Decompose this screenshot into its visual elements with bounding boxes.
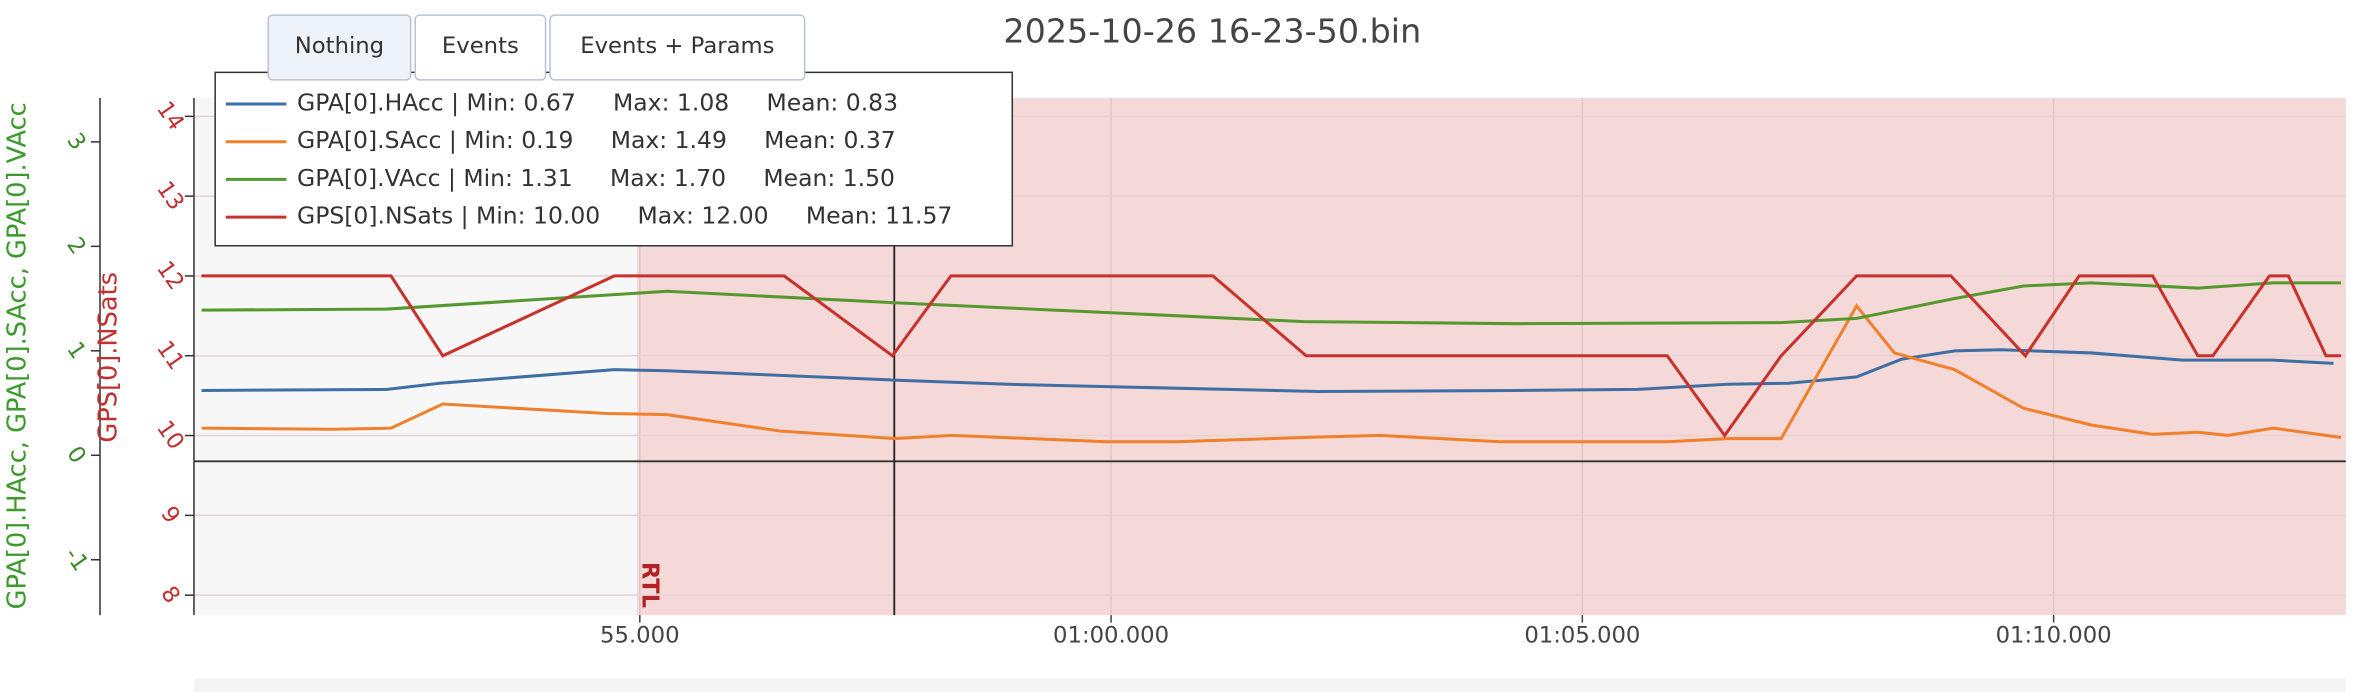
series-line — [201, 274, 2342, 439]
button-label: Events + Params — [580, 33, 774, 59]
y-tick-label: 1 — [61, 337, 91, 364]
legend-label: GPA[0].HAcc | Min: 0.67 Max: 1.08 Mean: … — [297, 89, 898, 117]
x-tick-label: 01:10.000 — [1996, 623, 2112, 649]
y2-tick-label: 14 — [151, 97, 189, 135]
x-tick-label: 55.000 — [600, 623, 679, 649]
button-label: Events — [442, 33, 519, 59]
button-bg — [549, 14, 806, 81]
button-bg — [267, 14, 412, 81]
x-tick-label: 01:05.000 — [1524, 623, 1640, 649]
legend-label: GPA[0].SAcc | Min: 0.19 Max: 1.49 Mean: … — [297, 126, 896, 154]
legend-box — [214, 71, 1014, 247]
button-bg — [414, 14, 547, 81]
y2-tick-label: 8 — [155, 582, 185, 609]
y-tick-label: 3 — [61, 128, 91, 155]
chart-title: 2025-10-26 16-23-50.bin — [1003, 12, 1421, 51]
y2-tick-label: 13 — [151, 177, 189, 215]
y-axis-title: GPA[0].HAcc, GPA[0].SAcc, GPA[0].VAcc — [3, 102, 33, 609]
legend-label: GPS[0].NSats | Min: 10.00 Max: 12.00 Mea… — [297, 202, 952, 230]
mode-button[interactable]: Nothing — [267, 14, 412, 81]
range-bar — [193, 678, 2346, 692]
button-label: Nothing — [295, 33, 384, 59]
mode-label: RTL — [637, 562, 663, 608]
y2-axis-title: GPS[0].NSats — [94, 272, 124, 443]
y2-tick-label: 10 — [151, 416, 189, 454]
series-line — [201, 348, 2334, 394]
series-line — [201, 281, 2342, 326]
y-tick-label: -1 — [59, 543, 93, 576]
y2-tick-label: 9 — [155, 502, 185, 529]
y-tick-label: 2 — [61, 233, 91, 260]
x-tick-label: 01:00.000 — [1053, 623, 1169, 649]
y-tick-label: 0 — [61, 442, 91, 469]
mode-button[interactable]: Events — [414, 14, 547, 81]
y2-tick-label: 11 — [151, 336, 189, 374]
mode-button[interactable]: Events + Params — [549, 14, 806, 81]
y2-tick-label: 12 — [151, 256, 189, 294]
series-line — [201, 303, 2342, 444]
legend-label: GPA[0].VAcc | Min: 1.31 Max: 1.70 Mean: … — [297, 164, 895, 192]
